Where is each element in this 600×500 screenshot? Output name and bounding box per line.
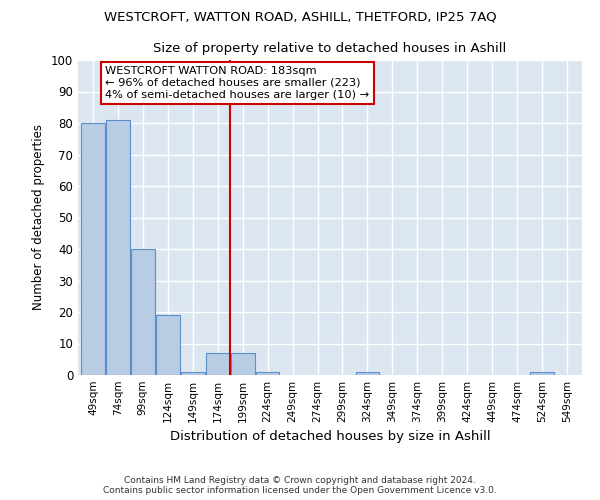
Bar xyxy=(156,315,179,375)
Bar xyxy=(206,353,230,375)
Bar xyxy=(81,123,105,375)
Bar xyxy=(256,372,280,375)
Bar xyxy=(131,249,155,375)
Text: WESTCROFT, WATTON ROAD, ASHILL, THETFORD, IP25 7AQ: WESTCROFT, WATTON ROAD, ASHILL, THETFORD… xyxy=(104,10,496,23)
Title: Size of property relative to detached houses in Ashill: Size of property relative to detached ho… xyxy=(154,42,506,54)
Text: WESTCROFT WATTON ROAD: 183sqm
← 96% of detached houses are smaller (223)
4% of s: WESTCROFT WATTON ROAD: 183sqm ← 96% of d… xyxy=(106,66,370,100)
Bar xyxy=(106,120,130,375)
X-axis label: Distribution of detached houses by size in Ashill: Distribution of detached houses by size … xyxy=(170,430,490,444)
Bar xyxy=(530,372,554,375)
Y-axis label: Number of detached properties: Number of detached properties xyxy=(32,124,46,310)
Bar xyxy=(356,372,379,375)
Bar xyxy=(231,353,254,375)
Text: Contains HM Land Registry data © Crown copyright and database right 2024.
Contai: Contains HM Land Registry data © Crown c… xyxy=(103,476,497,495)
Bar xyxy=(181,372,205,375)
